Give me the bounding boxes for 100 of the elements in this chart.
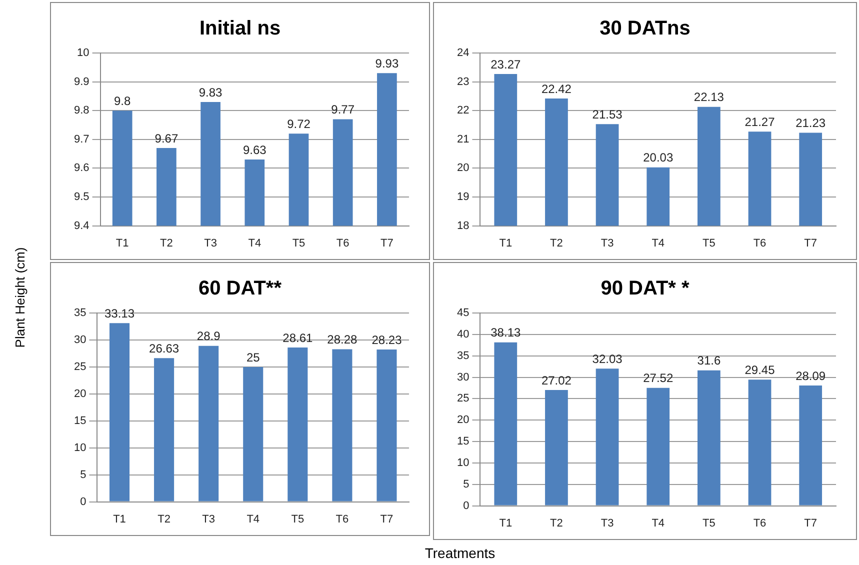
x-tick-label: T3 (600, 517, 614, 530)
y-tick-label: 20 (456, 414, 470, 426)
x-tick-label: T4 (246, 513, 260, 526)
x-tick-label: T2 (158, 513, 170, 526)
chart-title: 60 DAT** (198, 278, 282, 300)
x-tick-label: T6 (336, 513, 349, 526)
y-tick-label: 40 (456, 328, 470, 340)
y-tick-label: 35 (74, 307, 86, 320)
y-tick-label: 20 (74, 388, 86, 400)
x-tick-label: T6 (753, 517, 766, 530)
y-tick-label: 21 (456, 133, 470, 146)
y-tick-label: 25 (74, 360, 86, 373)
x-tick-label: T5 (702, 517, 716, 530)
x-tick-label: T4 (652, 517, 665, 530)
y-axis-title: Plant Height (cm) (12, 246, 28, 350)
bar (596, 368, 619, 506)
data-label: 27.02 (541, 373, 572, 388)
data-label: 25 (246, 350, 260, 364)
bar (698, 370, 720, 506)
x-tick-label: T7 (380, 513, 394, 526)
bar (376, 350, 397, 502)
x-tick-label: T5 (292, 237, 306, 250)
data-label: 9.72 (287, 116, 311, 131)
data-label: 28.23 (372, 332, 402, 347)
x-tick-label: T4 (248, 237, 262, 250)
x-tick-label: T7 (804, 237, 818, 250)
y-tick-label: 9.7 (74, 133, 90, 146)
y-tick-label: 15 (74, 414, 86, 427)
y-tick-label: 10 (74, 442, 86, 454)
y-tick-label: 18 (456, 220, 470, 232)
bar (748, 380, 772, 506)
data-label: 21.23 (796, 116, 826, 130)
data-label: 21.53 (592, 107, 623, 122)
bar (799, 385, 822, 506)
data-label: 28.28 (327, 332, 358, 347)
x-tick-label: T3 (202, 513, 215, 526)
y-tick-label: 5 (463, 478, 470, 490)
data-label: 28.9 (196, 329, 221, 344)
data-label: 9.77 (331, 102, 355, 117)
data-label: 27.52 (643, 371, 674, 386)
y-tick-label: 25 (456, 392, 470, 405)
data-label: 28.09 (796, 368, 826, 383)
x-tick-label: T6 (336, 237, 350, 250)
y-tick-label: 9.6 (74, 162, 90, 174)
y-tick-label: 0 (463, 500, 470, 512)
data-label: 22.42 (541, 82, 572, 96)
y-tick-label: 24 (456, 47, 470, 60)
data-label: 20.03 (643, 150, 674, 165)
y-tick-label: 19 (456, 191, 470, 204)
x-tick-label: T3 (204, 237, 217, 250)
y-tick-label: 30 (456, 371, 470, 384)
x-tick-label: T2 (160, 237, 173, 250)
bar (154, 358, 174, 502)
y-tick-label: 9.9 (74, 76, 90, 88)
x-tick-label: T2 (550, 517, 563, 530)
data-label: 28.61 (282, 330, 313, 345)
y-tick-label: 45 (456, 307, 470, 320)
y-tick-label: 35 (456, 350, 470, 362)
x-tick-label: T3 (600, 237, 614, 250)
chart-title: 90 DAT* * (600, 278, 690, 300)
chart-title: Initial ns (199, 18, 281, 40)
data-label: 9.67 (154, 131, 178, 146)
y-tick-label: 20 (456, 162, 470, 174)
bar (545, 390, 568, 506)
x-tick-label: T1 (499, 517, 512, 530)
bar (109, 323, 130, 502)
data-label: 32.03 (592, 352, 623, 366)
bar (646, 388, 670, 506)
data-label: 9.93 (375, 56, 399, 70)
x-tick-label: T5 (702, 237, 716, 250)
y-tick-label: 10 (77, 47, 90, 60)
y-tick-label: 9.8 (74, 104, 90, 117)
data-label: 22.13 (694, 90, 724, 104)
y-tick-label: 10 (456, 456, 470, 469)
x-tick-label: T1 (116, 237, 129, 250)
y-tick-label: 22 (456, 104, 470, 117)
y-tick-label: 9.5 (74, 191, 90, 204)
data-label: 9.83 (198, 85, 223, 100)
bar (494, 342, 518, 506)
x-tick-label: T1 (499, 237, 512, 250)
data-label: 38.13 (490, 326, 521, 340)
data-label: 9.8 (114, 94, 132, 108)
data-label: 31.6 (697, 354, 721, 368)
y-tick-label: 9.4 (74, 220, 90, 232)
x-tick-label: T1 (113, 513, 126, 526)
data-label: 33.13 (104, 306, 135, 320)
y-tick-label: 15 (456, 436, 470, 448)
data-label: 29.45 (744, 362, 776, 377)
bar (288, 347, 308, 502)
x-tick-label: T5 (291, 513, 304, 526)
data-label: 9.63 (242, 142, 267, 157)
x-tick-label: T7 (804, 517, 818, 530)
data-label: 21.27 (744, 114, 776, 129)
x-axis-title: Treatments (424, 545, 496, 561)
x-tick-label: T4 (652, 237, 665, 250)
data-label: 26.63 (149, 341, 180, 356)
y-tick-label: 23 (456, 76, 470, 88)
x-tick-label: T6 (753, 237, 766, 250)
x-tick-label: T2 (550, 237, 563, 250)
chart-title: 30 DATns (600, 18, 690, 40)
